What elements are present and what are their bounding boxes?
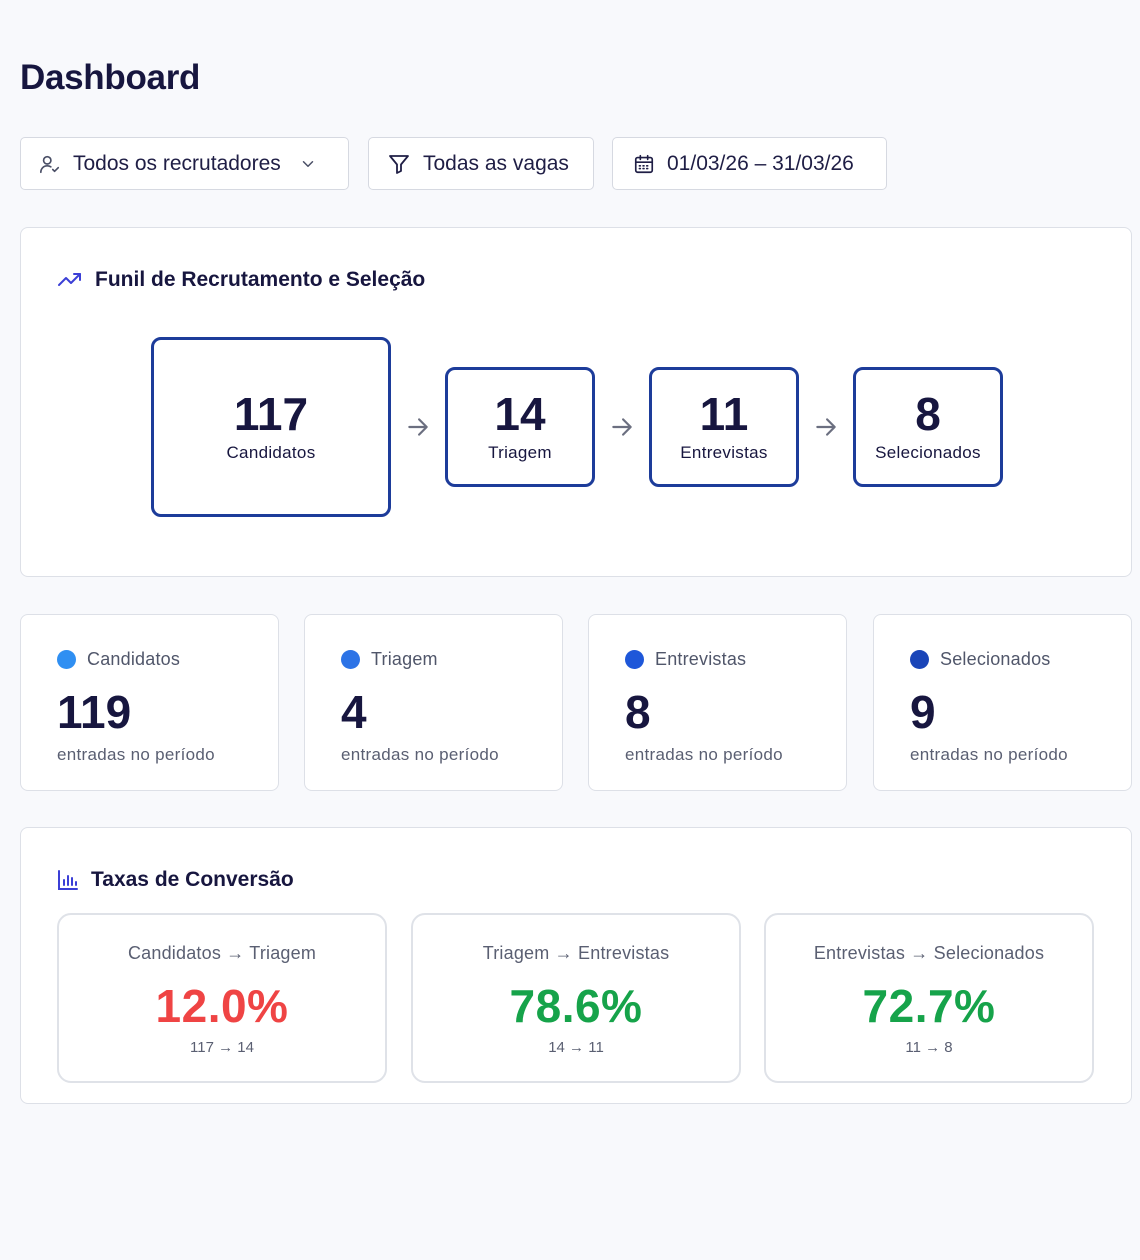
conversion-rate-value: 12.0% — [155, 980, 289, 1032]
conversion-rate-card: Candidatos → Triagem 12.0% 117 → 14 — [57, 913, 387, 1083]
chevron-down-icon — [299, 155, 317, 173]
funnel-stage-label: Selecionados — [875, 443, 981, 462]
stat-label: Triagem — [371, 649, 438, 669]
funnel-stage-label: Entrevistas — [680, 443, 768, 462]
conversion-rate-card: Entrevistas → Selecionados 72.7% 11 → 8 — [764, 913, 1094, 1083]
stat-card-triagem: Triagem 4 entradas no período — [304, 614, 563, 791]
arrow-right-icon — [408, 418, 428, 436]
status-dot — [625, 650, 644, 669]
stat-card-selecionados: Selecionados 9 entradas no período — [873, 614, 1132, 791]
conversion-heading: Taxas de Conversão — [57, 868, 294, 892]
funnel-heading: Funil de Recrutamento e Seleção — [57, 268, 425, 292]
stat-value: 9 — [910, 686, 936, 738]
jobs-filter-button[interactable]: Todas as vagas — [368, 137, 594, 190]
conversion-card: Taxas de Conversão Candidatos → Triagem … — [20, 827, 1132, 1104]
stat-subtitle: entradas no período — [341, 745, 499, 764]
status-dot — [57, 650, 76, 669]
stat-card-entrevistas: Entrevistas 8 entradas no período — [588, 614, 847, 791]
funnel-stage-candidatos[interactable]: 117 Candidatos — [151, 337, 391, 517]
funnel-stage-value: 117 — [233, 388, 309, 440]
calendar-icon — [633, 153, 655, 175]
bar-chart-icon — [57, 869, 79, 891]
conversion-rate-detail: 14 → 11 — [548, 1039, 604, 1056]
conversion-title: Taxas de Conversão — [91, 868, 294, 891]
conversion-rate-title: Entrevistas → Selecionados — [813, 943, 1045, 963]
stat-value: 4 — [341, 686, 367, 738]
funnel-stage-value: 14 — [494, 388, 546, 440]
conversion-rate-card: Triagem → Entrevistas 78.6% 14 → 11 — [411, 913, 741, 1083]
funnel-stage-triagem[interactable]: 14 Triagem — [445, 367, 595, 487]
funnel-stage-value: 11 — [699, 388, 749, 440]
stat-label: Selecionados — [940, 649, 1051, 669]
funnel-stage-selecionados[interactable]: 8 Selecionados — [853, 367, 1003, 487]
trending-up-icon — [57, 269, 83, 291]
page-title: Dashboard — [20, 58, 201, 97]
stat-label: Entrevistas — [655, 649, 747, 669]
funnel-stage-label: Candidatos — [226, 443, 316, 462]
stat-subtitle: entradas no período — [625, 745, 783, 764]
stat-subtitle: entradas no período — [910, 745, 1068, 764]
conversion-rate-detail: 11 → 8 — [905, 1039, 953, 1056]
stat-value: 8 — [625, 686, 651, 738]
conversion-rate-value: 78.6% — [509, 980, 643, 1032]
funnel-title: Funil de Recrutamento e Seleção — [95, 268, 426, 291]
conversion-rate-title: Triagem → Entrevistas — [482, 943, 670, 963]
recruiter-filter-label: Todos os recrutadores — [73, 151, 281, 175]
jobs-filter-label: Todas as vagas — [423, 151, 569, 175]
funnel-card: Funil de Recrutamento e Seleção 117 Cand… — [20, 227, 1132, 577]
recruiter-filter-dropdown[interactable]: Todos os recrutadores — [20, 137, 349, 190]
stat-label: Candidatos — [87, 649, 181, 669]
stat-value: 119 — [57, 686, 132, 738]
arrow-right-icon — [816, 418, 836, 436]
stat-card-candidatos: Candidatos 119 entradas no período — [20, 614, 279, 791]
filter-icon — [387, 152, 411, 176]
status-dot — [910, 650, 929, 669]
stat-subtitle: entradas no período — [57, 745, 215, 764]
date-range-label: 01/03/26 – 31/03/26 — [667, 151, 854, 175]
conversion-rate-detail: 117 → 14 — [190, 1039, 254, 1056]
conversion-rate-value: 72.7% — [862, 980, 996, 1032]
arrow-right-icon — [612, 418, 632, 436]
funnel-stage-label: Triagem — [488, 443, 552, 462]
date-range-picker[interactable]: 01/03/26 – 31/03/26 — [612, 137, 887, 190]
user-check-icon — [39, 153, 61, 175]
conversion-rate-title: Candidatos → Triagem — [127, 943, 317, 963]
status-dot — [341, 650, 360, 669]
funnel-stage-value: 8 — [915, 388, 941, 440]
funnel-stage-entrevistas[interactable]: 11 Entrevistas — [649, 367, 799, 487]
